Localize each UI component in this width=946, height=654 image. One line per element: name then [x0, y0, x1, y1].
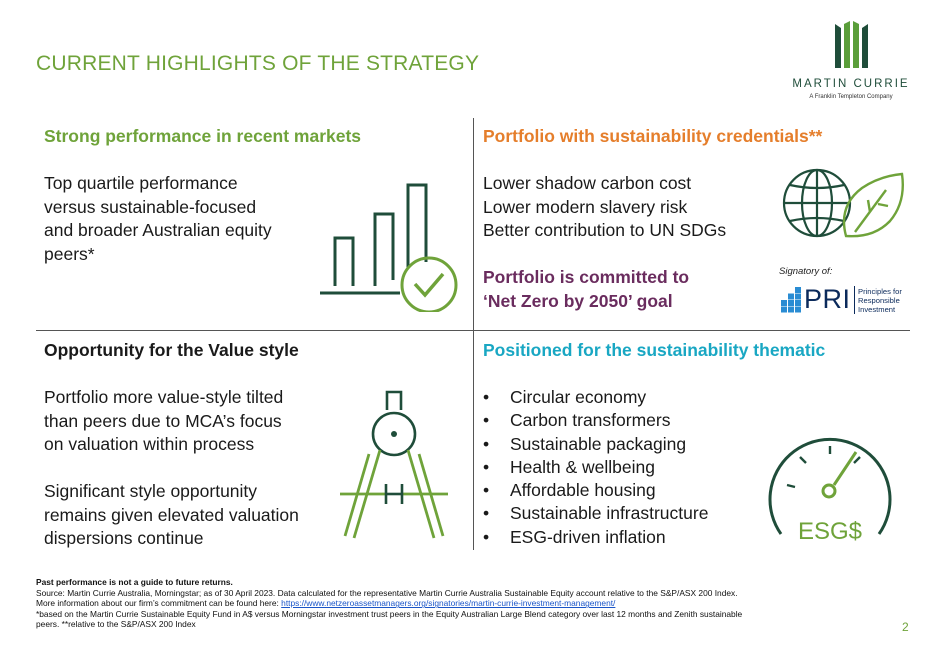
gauge-label: ESG$: [798, 518, 862, 545]
q3-para2: Significant style opportunity remains gi…: [44, 480, 299, 551]
compass-icon: [340, 390, 448, 539]
q3-line: dispersions continue: [44, 528, 204, 548]
pri-text-line: Responsible: [858, 296, 900, 305]
pri-logo: PRI Principles for Responsible Investmen…: [779, 284, 909, 316]
pri-divider: [854, 286, 855, 314]
footer-more-info-text: More information about our firm’s commit…: [36, 598, 282, 609]
pri-text-line: Principles for: [858, 287, 902, 296]
commitment-link[interactable]: https://www.netzeroassetmanagers.org/sig…: [281, 598, 616, 609]
list-item: ESG-driven inflation: [483, 526, 708, 550]
footer-note-star-cont: peers. **relative to the S&P/ASX 200 Ind…: [36, 619, 196, 630]
q1-line: Top quartile performance: [44, 173, 238, 193]
list-item: Sustainable infrastructure: [483, 502, 708, 526]
q3-heading: Opportunity for the Value style: [44, 340, 299, 360]
q2-commitment: Portfolio is committed to ‘Net Zero by 2…: [483, 266, 689, 313]
footer-source: Source: Martin Currie Australia, Morning…: [36, 587, 738, 598]
q2-line: Lower shadow carbon cost: [483, 173, 692, 193]
list-item: Health & wellbeing: [483, 456, 708, 480]
list-item: Carbon transformers: [483, 409, 708, 433]
page-number: 2: [902, 620, 909, 634]
list-item: Circular economy: [483, 386, 708, 410]
list-item: Sustainable packaging: [483, 433, 708, 457]
globe-leaf-icon: [782, 168, 904, 238]
q3-line: Portfolio more value-style tilted: [44, 387, 284, 407]
q1-text: Top quartile performance versus sustaina…: [44, 172, 272, 266]
signatory-label: Signatory of:: [779, 266, 833, 277]
q4-bullet-list: Circular economy Carbon transformers Sus…: [483, 386, 708, 549]
logo-subtitle: A Franklin Templeton Company: [809, 94, 893, 100]
martin-currie-logo: MARTIN CURRIE A Franklin Templeton Compa…: [783, 20, 919, 106]
pri-dots-icon: [781, 287, 801, 313]
q3-line: on valuation within process: [44, 434, 255, 454]
horizontal-divider: [36, 330, 910, 331]
q1-line: and broader Australian equity: [44, 220, 272, 240]
q3-line: Significant style opportunity: [44, 481, 258, 501]
pri-text-line: Investment: [858, 305, 896, 314]
vertical-divider: [473, 118, 474, 550]
commit-line: ‘Net Zero by 2050’ goal: [483, 290, 673, 311]
q1-line: versus sustainable-focused: [44, 196, 257, 217]
q2-heading: Portfolio with sustainability credential…: [483, 126, 823, 146]
q3-line: than peers due to MCA’s focus: [44, 410, 282, 431]
footer-note-star: *based on the Martin Currie Sustainable …: [36, 608, 743, 619]
q3-para1: Portfolio more value-style tilted than p…: [44, 386, 283, 457]
bar-chart-check-icon: [320, 183, 458, 312]
list-item: Affordable housing: [483, 479, 708, 503]
commit-line: Portfolio is committed to: [483, 267, 690, 287]
q3-line: remains given elevated valuation: [44, 504, 299, 525]
q1-heading: Strong performance in recent markets: [44, 126, 362, 146]
footer-more-info: More information about our firm’s commit…: [36, 598, 886, 609]
footer-disclaimer: Past performance is not a guide to futur…: [36, 577, 233, 587]
q2-line: Lower modern slavery risk: [483, 196, 688, 217]
q2-text: Lower shadow carbon cost Lower modern sl…: [483, 172, 726, 243]
pri-text: Principles for Responsible Investment: [858, 287, 902, 314]
esg-gauge-icon: ESG$: [768, 437, 892, 545]
q2-line: Better contribution to UN SDGs: [483, 220, 727, 240]
page-title: CURRENT HIGHLIGHTS OF THE STRATEGY: [36, 52, 480, 75]
footer-notes: Past performance is not a guide to futur…: [36, 577, 886, 630]
q4-heading: Positioned for the sustainability themat…: [483, 340, 826, 360]
pri-mark: PRI: [804, 284, 851, 314]
q1-line: peers*: [44, 243, 95, 264]
logo-name: MARTIN CURRIE: [792, 78, 910, 90]
logo-mark-icon: [835, 21, 868, 68]
